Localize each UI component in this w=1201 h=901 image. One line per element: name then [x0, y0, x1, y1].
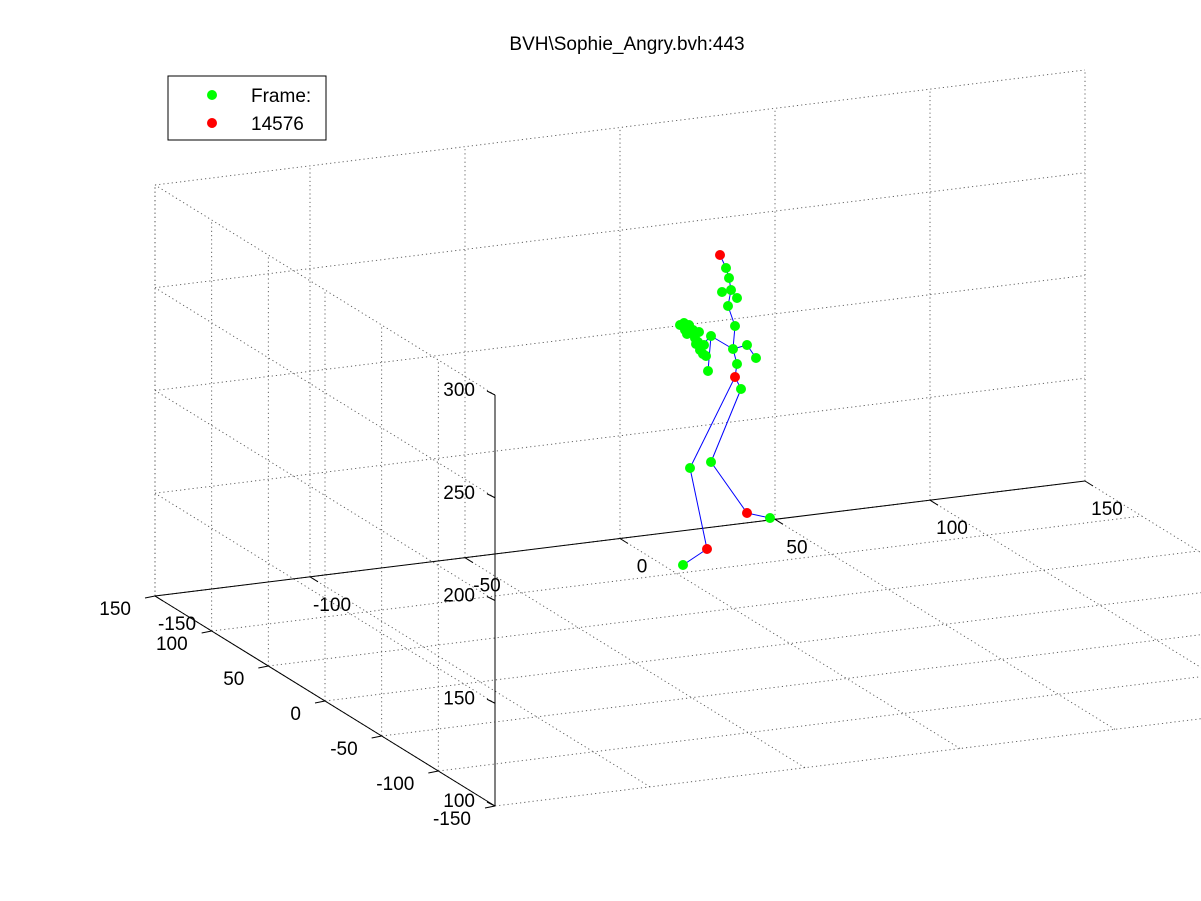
- joint-lknee: [685, 463, 695, 473]
- bone-18: [689, 467, 708, 550]
- x-tick-label-2: -50: [473, 576, 500, 597]
- y-tick-mark-4: [258, 665, 269, 669]
- y-tick-label-4: 50: [223, 669, 244, 690]
- grid-floor-y-2: [381, 634, 1201, 737]
- y-tick-label-6: 150: [99, 599, 131, 620]
- grid-floor-y-1: [438, 676, 1201, 772]
- joint-pelvis: [732, 359, 742, 369]
- x-tick-mark-5: [929, 499, 939, 506]
- joint-spine2: [730, 321, 740, 331]
- grid-floor-y-0: [494, 718, 1201, 807]
- joint-spine1: [723, 301, 733, 311]
- axis-layer: [144, 390, 1094, 809]
- grid-back-z-4: [154, 69, 1086, 186]
- z-tick-mark-0: [486, 801, 496, 807]
- joint-head: [715, 250, 725, 260]
- y-tick-label-1: -100: [376, 774, 414, 795]
- z-tick-mark-4: [486, 390, 496, 396]
- legend-box: [167, 75, 327, 141]
- chart-title: BVH\Sophie_Angry.bvh:443: [509, 34, 744, 55]
- legend-marker-frame: [207, 90, 217, 100]
- tick-labels: 100150200250300-150-100-50050100150-150-…: [99, 380, 1123, 830]
- hand-joint-9: [691, 339, 701, 349]
- y-tick-mark-6: [144, 595, 156, 599]
- z-tick-label-1: 150: [443, 688, 475, 709]
- joint-rsh: [732, 293, 742, 303]
- hand-joint-10: [685, 323, 695, 333]
- joint-lwr: [703, 366, 713, 376]
- hand-joint-13: [701, 351, 711, 361]
- z-tick-label-4: 300: [443, 380, 475, 401]
- grid-floor-x-5: [929, 499, 1201, 669]
- z-tick-mark-1: [486, 698, 496, 704]
- joint-rknee: [706, 457, 716, 467]
- y-tick-mark-1: [428, 770, 439, 774]
- joint-rwr: [751, 353, 761, 363]
- x-tick-label-1: -100: [313, 595, 351, 616]
- joint-lank: [702, 544, 712, 554]
- y-tick-label-5: 100: [156, 634, 188, 655]
- joint-lelb: [706, 331, 716, 341]
- z-tick-mark-3: [486, 493, 496, 499]
- skeleton: [675, 250, 775, 570]
- y-tick-label-2: -50: [330, 739, 357, 760]
- x-tick-mark-4: [774, 518, 784, 525]
- x-tick-mark-2: [464, 557, 474, 564]
- grid-floor-x-4: [774, 518, 1116, 730]
- joint-hipC: [730, 372, 740, 382]
- grid-layer: [154, 69, 1201, 807]
- grid-floor-y-3: [324, 592, 1201, 702]
- x-tick-mark-0: [154, 595, 164, 602]
- legend: Frame: 14576: [167, 75, 327, 141]
- x-tick-label-0: -150: [158, 614, 196, 635]
- grid-floor-y-5: [211, 515, 1142, 632]
- x-tick-label-6: 150: [1091, 499, 1123, 520]
- legend-marker-frame-number: [207, 118, 217, 128]
- joint-neck2: [724, 273, 734, 283]
- y-tick-label-3: 0: [290, 704, 301, 725]
- x-tick-label-4: 50: [786, 537, 807, 558]
- joint-hips: [728, 344, 738, 354]
- bone-20: [710, 388, 742, 463]
- hand-joint-12: [699, 340, 709, 350]
- z-tick-label-3: 250: [443, 483, 475, 504]
- joint-rank: [742, 508, 752, 518]
- grid-back-z-1: [154, 377, 1086, 494]
- y-tick-mark-5: [201, 630, 212, 634]
- x-tick-label-3: 0: [637, 557, 648, 578]
- joint-relb: [742, 340, 752, 350]
- y-tick-mark-2: [371, 735, 382, 739]
- x-tick-mark-6: [1084, 480, 1094, 487]
- x-tick-mark-1: [309, 576, 319, 583]
- x-tick-mark-3: [619, 538, 629, 544]
- x-tick-label-5: 100: [936, 518, 968, 539]
- legend-label-frame-number: 14576: [251, 114, 304, 135]
- joint-lfoot: [678, 560, 688, 570]
- grid-floor-x-3: [619, 538, 961, 749]
- joint-neck1: [721, 263, 731, 273]
- grid-floor-y-4: [268, 550, 1199, 667]
- y-tick-label-0: -150: [433, 809, 471, 830]
- joint-lsh: [717, 287, 727, 297]
- grid-back-z-2: [154, 275, 1086, 391]
- legend-label-frame: Frame:: [251, 86, 311, 107]
- z-tick-label-0: 100: [443, 791, 475, 812]
- joint-chest: [726, 285, 736, 295]
- y-tick-mark-3: [314, 700, 326, 704]
- grid-floor-x-2: [464, 557, 806, 769]
- z-tick-label-2: 200: [443, 586, 475, 607]
- z-tick-mark-2: [486, 596, 496, 601]
- grid-back-z-3: [154, 172, 1086, 289]
- y-tick-mark-0: [484, 805, 496, 809]
- bone-21: [710, 461, 748, 514]
- joint-rhip: [736, 384, 746, 394]
- hand-joint-11: [694, 327, 704, 337]
- bone-17: [689, 376, 736, 469]
- joint-rtoe: [765, 513, 775, 523]
